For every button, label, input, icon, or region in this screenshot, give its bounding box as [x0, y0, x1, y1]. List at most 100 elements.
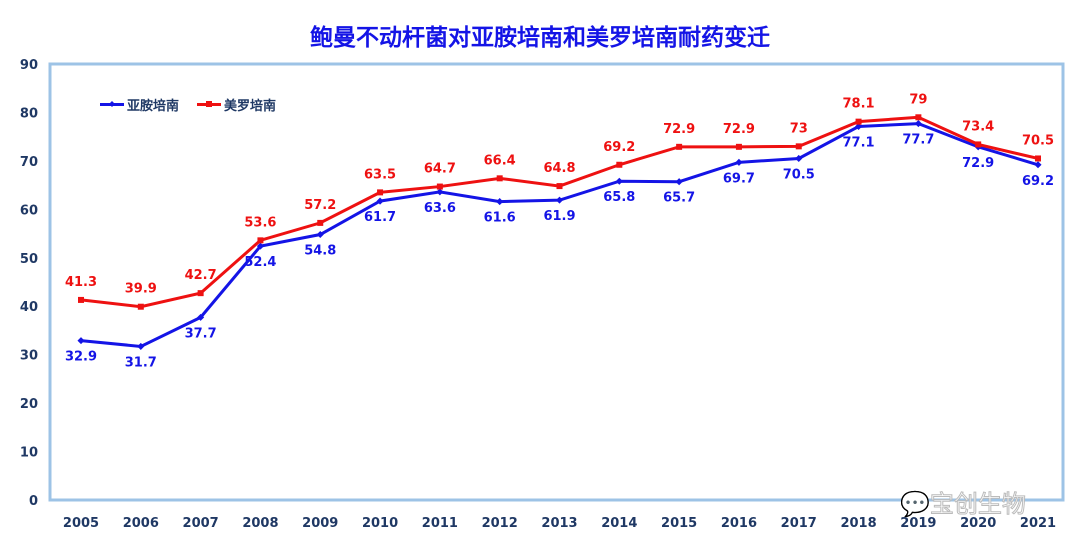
data-point — [615, 177, 623, 185]
legend-swatch — [197, 101, 222, 107]
data-point — [496, 198, 504, 206]
y-tick-label: 0 — [29, 494, 38, 509]
data-point — [197, 290, 204, 297]
data-point — [496, 175, 503, 182]
data-label: 70.5 — [1022, 133, 1054, 148]
data-label: 69.2 — [603, 140, 635, 155]
data-label: 57.2 — [304, 198, 336, 213]
legend-item-meropenem: 美罗培南 — [197, 95, 276, 114]
data-label: 65.7 — [663, 191, 695, 206]
data-label: 73 — [790, 121, 808, 136]
y-tick-label: 40 — [20, 300, 38, 315]
chart-title: 鲍曼不动杆菌对亚胺培南和美罗培南耐药变迁 — [310, 25, 770, 51]
data-label: 63.5 — [364, 167, 396, 182]
data-point — [1035, 155, 1041, 162]
y-tick-label: 30 — [20, 349, 38, 364]
data-point — [975, 141, 982, 148]
data-point — [556, 183, 563, 190]
x-tick-label: 2017 — [781, 516, 817, 531]
data-label: 61.6 — [484, 211, 516, 226]
data-point — [676, 143, 683, 150]
data-point — [735, 158, 743, 166]
data-label: 79 — [909, 92, 927, 107]
data-label: 63.6 — [424, 201, 456, 216]
data-label: 72.9 — [663, 122, 695, 137]
data-point — [377, 189, 384, 196]
y-tick-label: 20 — [20, 397, 38, 412]
data-label: 61.9 — [543, 209, 575, 224]
data-point — [795, 143, 802, 150]
plot-frame — [48, 62, 1065, 502]
data-point — [376, 197, 384, 205]
data-point — [555, 196, 564, 204]
data-label: 64.8 — [543, 161, 575, 176]
data-label: 54.8 — [304, 244, 336, 259]
x-tick-label: 2006 — [123, 516, 159, 531]
data-label: 37.7 — [185, 326, 217, 341]
x-tick-label: 2021 — [1020, 516, 1056, 531]
data-point — [256, 242, 264, 250]
data-point — [78, 296, 84, 303]
data-label: 77.1 — [843, 135, 875, 150]
data-label: 73.4 — [962, 119, 994, 134]
data-label: 77.7 — [902, 133, 934, 148]
y-tick-label: 90 — [20, 58, 38, 73]
x-tick-label: 2015 — [661, 516, 697, 531]
x-tick-label: 2005 — [63, 516, 99, 531]
data-label: 53.6 — [244, 215, 276, 230]
data-point — [197, 313, 205, 321]
x-tick-label: 2008 — [242, 516, 278, 531]
y-tick-label: 10 — [20, 446, 38, 461]
data-point — [436, 188, 444, 196]
data-label: 78.1 — [843, 97, 875, 112]
data-label: 61.7 — [364, 210, 396, 225]
x-tick-label: 2020 — [960, 516, 996, 531]
y-tick-label: 70 — [20, 155, 38, 170]
data-point — [855, 118, 862, 125]
data-point — [257, 237, 264, 244]
x-tick-label: 2010 — [362, 516, 398, 531]
watermark: 💬宝创生物 — [900, 490, 1027, 519]
y-tick-label: 80 — [20, 106, 38, 121]
data-point — [77, 337, 85, 345]
data-label: 52.4 — [244, 255, 276, 270]
data-point — [137, 303, 144, 310]
data-point — [915, 114, 922, 121]
legend: 亚胺培南 美罗培南 — [100, 95, 276, 114]
x-tick-label: 2019 — [900, 516, 936, 531]
wechat-icon: 💬 — [900, 490, 931, 519]
series-line-1 — [80, 122, 1039, 348]
data-label: 72.9 — [962, 156, 994, 171]
x-tick-label: 2018 — [840, 516, 876, 531]
data-label: 32.9 — [65, 350, 97, 365]
data-label: 69.2 — [1022, 174, 1054, 189]
x-tick-label: 2007 — [183, 516, 219, 531]
x-tick-label: 2011 — [422, 516, 458, 531]
data-point — [616, 161, 623, 168]
data-label: 72.9 — [723, 122, 755, 137]
legend-label: 美罗培南 — [224, 99, 277, 114]
data-label: 42.7 — [185, 268, 217, 283]
data-label: 64.7 — [424, 162, 456, 177]
data-label: 39.9 — [125, 282, 157, 297]
x-tick-label: 2013 — [541, 516, 577, 531]
data-label: 66.4 — [484, 153, 516, 168]
data-point — [316, 230, 324, 239]
x-tick-label: 2016 — [721, 516, 757, 531]
data-point — [675, 178, 683, 186]
legend-swatch — [100, 101, 124, 107]
x-tick-label: 2012 — [482, 516, 518, 531]
data-label: 70.5 — [783, 167, 815, 182]
data-label: 69.7 — [723, 171, 755, 186]
legend-label: 亚胺培南 — [127, 99, 180, 114]
y-tick-label: 60 — [20, 203, 38, 218]
data-point — [1034, 161, 1042, 169]
y-tick-label: 50 — [20, 252, 38, 267]
data-point — [795, 154, 803, 163]
data-point — [855, 122, 863, 131]
data-point — [317, 219, 324, 226]
data-label: 31.7 — [125, 355, 157, 370]
x-tick-label: 2014 — [601, 516, 637, 531]
